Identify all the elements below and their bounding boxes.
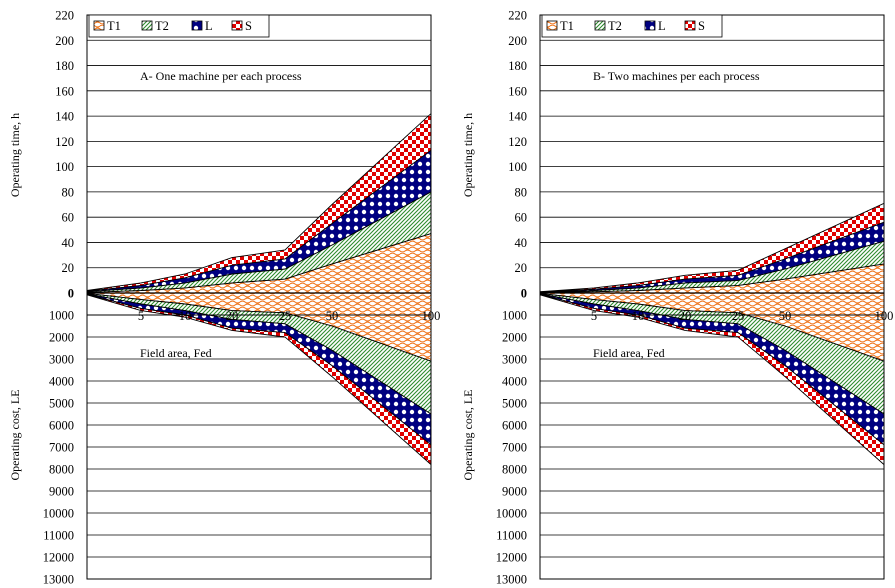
y-tick-label: 1000 [502, 309, 527, 323]
y-tick-label: 4000 [502, 375, 527, 389]
y-tick-label: 10000 [43, 507, 74, 521]
y-tick-label: 140 [508, 110, 527, 124]
y-tick-label: 6000 [502, 419, 527, 433]
chart-panel-b: 0 20 40 60 80 100 120 140 160 180 200 220 1000 2000 30… [461, 9, 893, 587]
legend-swatch-t1 [93, 20, 105, 31]
y-tick-label: 12000 [496, 551, 527, 565]
x-tick-label: 10 [632, 309, 645, 323]
y-tick-label: 220 [55, 9, 74, 23]
y-tick-label: 13000 [496, 573, 527, 587]
area-series [86, 112, 432, 466]
y-tick-label: 2000 [502, 331, 527, 345]
x-tick-label: 20 [679, 309, 692, 323]
y-tick-label: 220 [508, 9, 527, 23]
y-tick-label: 80 [515, 185, 528, 199]
y-tick-label: 0 [521, 287, 527, 301]
legend-swatch-s [231, 20, 243, 31]
x-tick-label: 20 [226, 309, 239, 323]
y-tick-label: 9000 [49, 485, 74, 499]
y-axis-label-time: Operating time, h [8, 113, 22, 197]
x-tick-label: 25 [279, 309, 292, 323]
y-tick-label: 120 [55, 135, 74, 149]
chart-title: A- One machine per each process [140, 69, 302, 83]
y-tick-label: 8000 [49, 463, 74, 477]
legend-box [88, 14, 270, 38]
legend-label: S [245, 19, 252, 33]
legend-label: L [658, 19, 666, 33]
legend-label: L [205, 19, 213, 33]
y-tick-label: 2000 [49, 331, 74, 345]
x-axis-label: Field area, Fed [140, 346, 212, 360]
legend-label: T1 [107, 19, 121, 33]
y-tick-label: 5000 [49, 397, 74, 411]
y-tick-label: 9000 [502, 485, 527, 499]
x-tick-label: 5 [138, 309, 144, 323]
x-tick-label: 25 [732, 309, 745, 323]
tick-labels: 0 20 40 60 80 100 120 140 160 180 200 220 1000 2000 30… [496, 9, 894, 587]
y-tick-label: 1000 [49, 309, 74, 323]
legend-swatch-t2 [594, 20, 606, 31]
x-tick-label: 100 [422, 309, 441, 323]
y-tick-label: 5000 [502, 397, 527, 411]
y-tick-label: 4000 [49, 375, 74, 389]
legend: T1 T2 L S [541, 14, 723, 38]
y-tick-label: 40 [62, 236, 75, 250]
chart-title: B- Two machines per each process [593, 69, 760, 83]
y-tick-label: 12000 [43, 551, 74, 565]
chart-panel-a: 0 20 40 60 80 100 120 140 160 180 200 220 1000 2000 30… [8, 9, 440, 587]
y-tick-label: 11000 [496, 529, 527, 543]
legend-swatch-l [191, 20, 203, 31]
y-tick-label: 60 [62, 211, 75, 225]
tick-labels: 0 20 40 60 80 100 120 140 160 180 200 220 1000 2000 30… [43, 9, 441, 587]
y-tick-label: 100 [55, 160, 74, 174]
y-tick-label: 100 [508, 160, 527, 174]
y-tick-label: 200 [55, 34, 74, 48]
x-tick-label: 50 [779, 309, 792, 323]
legend-swatch-s [684, 20, 696, 31]
y-tick-label: 180 [55, 59, 74, 73]
legend-label: T2 [608, 19, 622, 33]
y-tick-label: 200 [508, 34, 527, 48]
y-tick-label: 160 [55, 84, 74, 98]
y-tick-label: 11000 [43, 529, 74, 543]
y-tick-label: 0 [68, 287, 74, 301]
y-tick-label: 3000 [49, 353, 74, 367]
legend-label: T2 [155, 19, 169, 33]
legend-box [541, 14, 723, 38]
y-tick-label: 20 [515, 261, 528, 275]
y-tick-label: 40 [515, 236, 528, 250]
y-tick-label: 180 [508, 59, 527, 73]
y-axis-label-time: Operating time, h [461, 113, 475, 197]
x-tick-label: 10 [179, 309, 192, 323]
x-tick-label: 100 [875, 309, 894, 323]
y-tick-label: 20 [62, 261, 75, 275]
legend: T1 T2 L S [88, 14, 270, 38]
x-tick-label: 5 [591, 309, 597, 323]
x-axis-label: Field area, Fed [593, 346, 665, 360]
y-tick-label: 3000 [502, 353, 527, 367]
y-axis-label-cost: Operating cost, LE [461, 390, 475, 481]
y-tick-label: 7000 [502, 441, 527, 455]
legend-swatch-l [644, 20, 656, 31]
y-tick-label: 120 [508, 135, 527, 149]
y-tick-label: 13000 [43, 573, 74, 587]
y-axis-label-cost: Operating cost, LE [8, 390, 22, 481]
legend-swatch-t2 [141, 20, 153, 31]
area-series [539, 202, 885, 466]
y-tick-label: 80 [62, 185, 75, 199]
y-tick-label: 8000 [502, 463, 527, 477]
y-tick-label: 6000 [49, 419, 74, 433]
legend-swatch-t1 [546, 20, 558, 31]
y-tick-label: 7000 [49, 441, 74, 455]
legend-label: S [698, 19, 705, 33]
y-tick-label: 10000 [496, 507, 527, 521]
legend-label: T1 [560, 19, 574, 33]
y-tick-label: 160 [508, 84, 527, 98]
x-tick-label: 50 [326, 309, 339, 323]
y-tick-label: 60 [515, 211, 528, 225]
y-tick-label: 140 [55, 110, 74, 124]
